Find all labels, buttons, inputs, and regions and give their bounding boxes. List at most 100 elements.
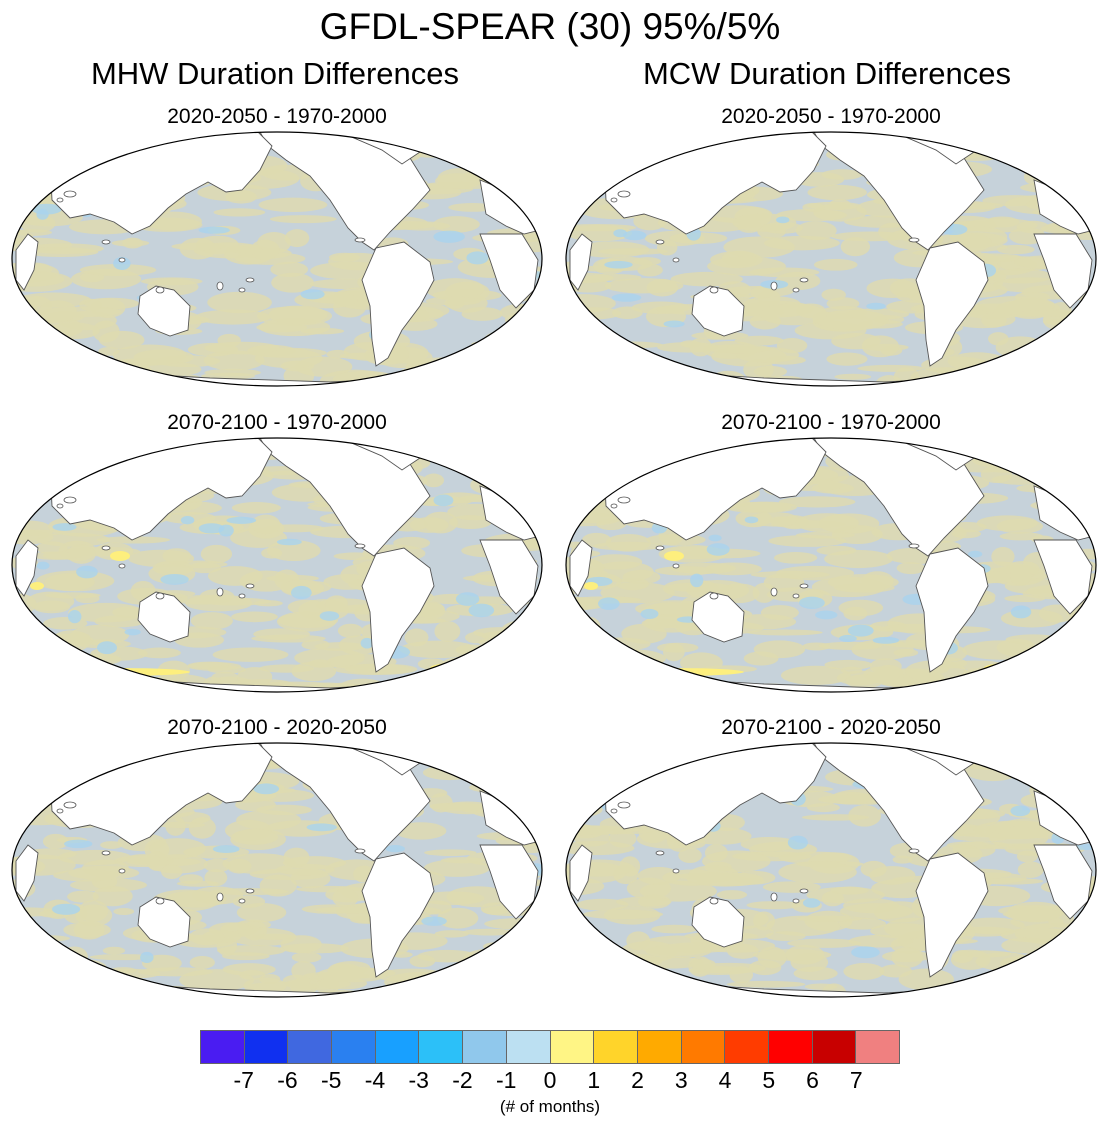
- anomaly-patch: [268, 305, 328, 325]
- anomaly-patch: [237, 245, 263, 255]
- anomaly-patch: [222, 963, 276, 976]
- anomaly-patch: [1048, 753, 1096, 762]
- negative-anomaly-patch: [433, 494, 454, 507]
- anomaly-patch: [82, 679, 143, 692]
- anomaly-patch: [509, 153, 542, 175]
- negative-anomaly-patch: [433, 230, 465, 243]
- anomaly-patch: [834, 373, 872, 380]
- anomaly-patch: [83, 297, 139, 310]
- anomaly-patch: [651, 924, 698, 934]
- anomaly-patch: [804, 983, 838, 990]
- panel-period-label: 2070-2100 - 2020-2050: [167, 716, 387, 739]
- anomaly-patch: [785, 944, 825, 965]
- island: [56, 503, 64, 509]
- anomaly-patch: [566, 948, 610, 967]
- anomaly-patch: [13, 132, 42, 140]
- anomaly-patch: [394, 822, 447, 840]
- anomaly-patch: [440, 657, 474, 677]
- anomaly-patch: [619, 657, 664, 669]
- anomaly-patch: [1066, 365, 1096, 383]
- anomaly-patch: [12, 346, 42, 366]
- anomaly-patch: [638, 145, 682, 152]
- island: [672, 868, 680, 874]
- anomaly-patch: [471, 769, 540, 779]
- anomaly-patch: [462, 928, 517, 936]
- negative-anomaly-patch: [76, 565, 98, 579]
- anomaly-patch: [344, 663, 418, 675]
- mcw-panel-3: 2070-2100 - 2020-2050: [564, 715, 1098, 999]
- anomaly-patch: [575, 241, 650, 258]
- anomaly-patch: [1043, 957, 1090, 975]
- island: [655, 850, 665, 856]
- anomaly-patch: [45, 132, 116, 135]
- island: [155, 286, 165, 294]
- anomaly-patch: [734, 335, 784, 346]
- anomaly-patch: [566, 743, 602, 765]
- anomaly-patch: [42, 833, 69, 850]
- anomaly-patch: [49, 682, 111, 691]
- anomaly-patch: [12, 162, 73, 179]
- island: [672, 257, 680, 263]
- anomaly-patch: [615, 896, 672, 907]
- anomaly-patch: [161, 864, 183, 880]
- anomaly-patch: [824, 549, 893, 569]
- anomaly-patch: [256, 804, 312, 816]
- anomaly-patch: [189, 928, 225, 946]
- negative-anomaly-patch: [360, 637, 374, 649]
- anomaly-patch: [42, 468, 85, 481]
- anomaly-patch: [68, 602, 145, 623]
- anomaly-patch: [1051, 768, 1075, 786]
- island: [617, 801, 631, 809]
- island: [155, 897, 165, 905]
- anomaly-patch: [566, 743, 592, 750]
- anomaly-patch: [19, 342, 76, 356]
- anomaly-patch: [953, 981, 1014, 991]
- negative-anomaly-patch: [180, 516, 195, 525]
- negative-anomaly-patch: [640, 608, 659, 619]
- anomaly-patch: [606, 371, 652, 379]
- anomaly-patch: [482, 332, 510, 354]
- anomaly-patch: [112, 344, 187, 366]
- anomaly-patch: [509, 373, 541, 386]
- africa-land: [479, 233, 539, 309]
- negative-anomaly-patch: [212, 845, 240, 853]
- anomaly-patch: [1053, 438, 1096, 440]
- anomaly-patch: [1006, 441, 1056, 455]
- anomaly-patch: [427, 675, 500, 692]
- anomaly-patch: [497, 327, 542, 337]
- anomaly-patch: [704, 562, 762, 576]
- anomaly-patch: [657, 642, 699, 653]
- anomaly-patch: [17, 960, 67, 975]
- island: [770, 281, 778, 291]
- anomaly-patch: [778, 861, 857, 884]
- anomaly-patch: [510, 438, 536, 448]
- island: [610, 808, 618, 814]
- anomaly-patch: [419, 132, 445, 153]
- anomaly-patch: [589, 637, 651, 651]
- anomaly-patch: [33, 444, 60, 467]
- anomaly-patch: [423, 859, 491, 877]
- panel-period-label: 2070-2100 - 2020-2050: [721, 716, 941, 739]
- anomaly-patch: [337, 623, 364, 638]
- anomaly-patch: [58, 660, 80, 683]
- panel-period-label: 2020-2050 - 1970-2000: [721, 105, 941, 128]
- anomaly-patch: [503, 986, 542, 997]
- anomaly-patch: [1074, 304, 1096, 319]
- anomaly-patch: [19, 214, 56, 233]
- anomaly-patch: [590, 685, 615, 692]
- world-map: [565, 742, 1097, 998]
- anomaly-patch: [750, 570, 830, 579]
- colorbar-tick-label: 4: [718, 1067, 732, 1093]
- anomaly-patch: [707, 256, 786, 276]
- anomaly-patch: [762, 881, 821, 893]
- anomaly-patch: [12, 143, 50, 164]
- anomaly-patch: [566, 223, 637, 232]
- anomaly-patch: [140, 277, 203, 286]
- anomaly-patch: [520, 438, 542, 445]
- anomaly-patch: [113, 908, 135, 916]
- negative-anomaly-patch: [51, 903, 81, 915]
- anomaly-patch: [429, 803, 492, 811]
- anomaly-patch: [45, 592, 101, 599]
- negative-anomaly-patch: [290, 585, 312, 600]
- anomaly-patch: [1060, 656, 1096, 663]
